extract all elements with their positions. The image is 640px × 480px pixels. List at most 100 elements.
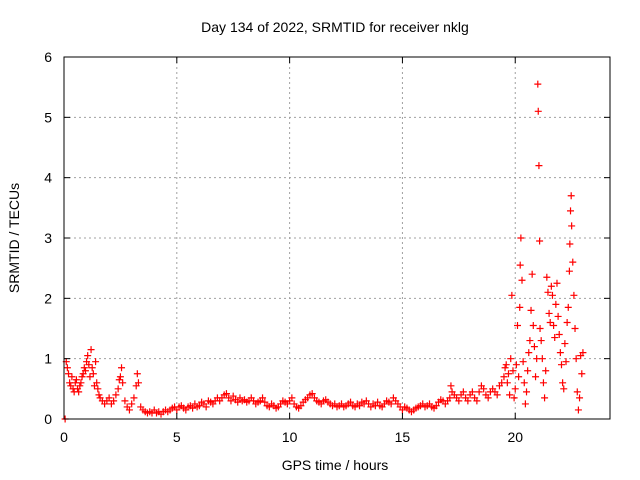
data-point: [510, 394, 518, 402]
data-point: [525, 349, 533, 357]
chart-title: Day 134 of 2022, SRMTID for receiver nkl…: [201, 19, 469, 35]
data-point: [110, 397, 118, 405]
data-point: [484, 394, 492, 402]
data-point: [530, 343, 538, 351]
data-point: [576, 394, 584, 402]
data-point: [541, 394, 549, 402]
data-point: [78, 373, 86, 381]
data-point: [513, 321, 521, 329]
data-point: [89, 370, 97, 378]
data-point: [566, 240, 574, 248]
data-point: [528, 270, 536, 278]
data-point: [105, 394, 113, 402]
x-axis-title: GPS time / hours: [282, 457, 389, 473]
data-point: [297, 402, 305, 410]
data-point: [554, 312, 562, 320]
data-point: [116, 373, 124, 381]
data-point: [507, 355, 515, 363]
data-points: [61, 80, 587, 423]
data-point: [568, 222, 576, 230]
axis-ticks: [63, 56, 610, 420]
data-point: [432, 402, 440, 410]
data-point: [86, 373, 94, 381]
data-point: [520, 379, 528, 387]
x-tick-label: 5: [173, 429, 181, 445]
y-tick-label: 0: [44, 411, 52, 427]
data-point: [552, 300, 560, 308]
data-point: [556, 349, 564, 357]
data-point: [288, 394, 296, 402]
data-point: [524, 367, 532, 375]
y-tick-label: 5: [44, 109, 52, 125]
tick-labels: 0 1 2 3 4 5 6 0 5 10 15 20: [44, 49, 523, 445]
y-axis-title: SRMTID / TECUs: [6, 183, 22, 293]
data-point: [544, 288, 552, 296]
data-point: [536, 325, 544, 332]
data-point: [222, 390, 230, 398]
data-point: [516, 303, 524, 311]
data-point: [557, 361, 565, 369]
data-point: [447, 382, 455, 390]
data-point: [511, 385, 519, 393]
y-tick-label: 3: [44, 230, 52, 246]
data-point: [534, 107, 542, 115]
data-point: [229, 392, 237, 400]
data-point: [115, 376, 123, 384]
data-point: [259, 394, 267, 402]
y-tick-label: 4: [44, 170, 52, 186]
data-point: [526, 337, 534, 345]
data-point: [512, 361, 520, 369]
x-tick-label: 10: [282, 429, 298, 445]
data-point: [532, 373, 540, 381]
data-point: [574, 406, 582, 414]
data-point: [356, 402, 364, 410]
data-point: [570, 291, 578, 299]
data-point: [261, 398, 269, 406]
data-point: [553, 279, 561, 287]
data-point: [538, 355, 546, 363]
data-point: [562, 358, 570, 366]
data-point: [374, 398, 382, 406]
data-point: [545, 309, 553, 317]
data-point: [571, 325, 579, 332]
data-point: [92, 358, 100, 366]
data-point: [567, 192, 575, 200]
data-point: [503, 379, 511, 387]
data-point: [534, 80, 542, 88]
data-point: [88, 364, 96, 372]
data-point: [569, 258, 577, 266]
data-point: [523, 388, 531, 396]
data-point: [63, 364, 71, 372]
data-point: [121, 397, 129, 405]
data-point: [578, 370, 586, 378]
data-point: [387, 400, 395, 408]
data-point: [563, 318, 571, 326]
data-point: [493, 391, 501, 399]
data-point: [564, 303, 572, 311]
data-point: [72, 376, 80, 384]
data-point: [573, 388, 581, 396]
y-tick-label: 6: [44, 49, 52, 65]
data-point: [202, 403, 210, 411]
data-point: [80, 364, 88, 372]
x-tick-label: 20: [507, 429, 523, 445]
data-point: [114, 385, 122, 393]
data-point: [501, 364, 509, 372]
data-point: [536, 237, 544, 245]
data-point: [93, 379, 101, 387]
data-point: [539, 379, 547, 387]
data-point: [551, 334, 559, 342]
data-point: [572, 355, 580, 363]
data-point: [65, 370, 73, 378]
data-point: [75, 388, 83, 396]
data-point: [68, 373, 76, 381]
data-point: [480, 385, 488, 393]
data-point: [527, 306, 535, 314]
data-point: [537, 337, 545, 345]
data-point: [550, 321, 558, 329]
data-point: [95, 391, 103, 399]
data-point: [119, 379, 127, 387]
data-point: [517, 234, 525, 242]
data-point: [227, 397, 235, 405]
